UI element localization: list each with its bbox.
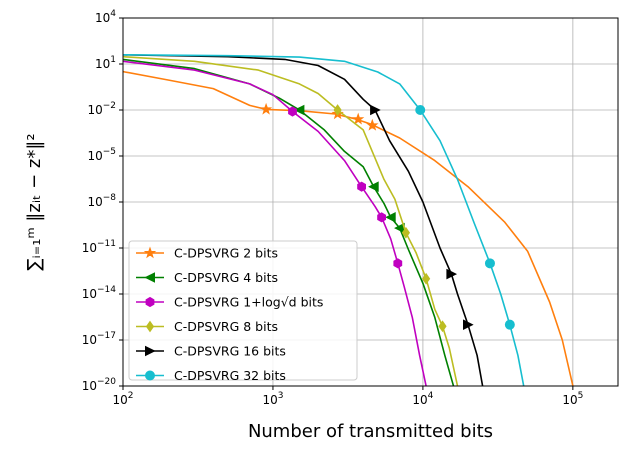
legend-marker <box>144 272 155 283</box>
series-marker <box>352 112 365 125</box>
series-marker <box>438 320 447 333</box>
series-5 <box>123 54 525 386</box>
series-3 <box>123 55 459 386</box>
series-marker <box>401 226 411 239</box>
y-tick-label: 10−17 <box>82 331 116 347</box>
legend-marker <box>145 320 155 333</box>
legend-label: C-DPSVRG 16 bits <box>174 344 286 359</box>
x-axis-title: Number of transmitted bits <box>248 421 493 442</box>
legend-item: C-DPSVRG 16 bits <box>136 344 286 359</box>
y-axis: 104 101 10−2 10−5 10−8 10−11 10−14 10−17 10−20 <box>82 9 123 393</box>
legend-marker <box>145 345 156 357</box>
series-marker <box>415 105 426 115</box>
legend-item: C-DPSVRG 2 bits <box>136 246 278 261</box>
x-axis: 102 103 104 105 <box>112 386 583 407</box>
series-marker <box>259 102 273 115</box>
series-marker <box>393 258 403 269</box>
y-tick-label: 101 <box>95 55 116 71</box>
legend-marker <box>143 246 157 259</box>
legend-item: C-DPSVRG 32 bits <box>136 368 286 383</box>
series-marker <box>377 212 386 223</box>
y-tick-label: 104 <box>95 9 116 25</box>
series-line <box>123 54 525 386</box>
series-line <box>123 60 427 386</box>
y-tick-label: 10−14 <box>82 285 117 301</box>
series-line <box>123 55 459 386</box>
legend: C-DPSVRG 2 bits C-DPSVRG 4 bits C-DPSVRG 1… <box>128 240 358 383</box>
series-4 <box>123 54 484 386</box>
y-tick-label: 10−8 <box>87 193 116 209</box>
series-marker <box>446 268 458 280</box>
series-line <box>123 54 484 386</box>
series-0 <box>123 70 574 386</box>
y-tick-label: 10−11 <box>82 239 116 255</box>
legend-item: C-DPSVRG 1+log√d bits <box>136 295 323 310</box>
legend-item: C-DPSVRG 8 bits <box>136 319 278 334</box>
x-tick-label: 105 <box>562 391 583 407</box>
series-marker <box>484 258 495 269</box>
series-marker <box>463 319 474 331</box>
legend-label: C-DPSVRG 4 bits <box>174 270 278 285</box>
y-tick-label: 10−20 <box>82 377 117 393</box>
series-marker <box>370 104 381 116</box>
series-marker <box>368 181 379 193</box>
legend-marker <box>145 296 155 308</box>
x-tick-label: 104 <box>412 391 433 407</box>
legend-label: C-DPSVRG 8 bits <box>174 319 278 334</box>
series-marker <box>293 104 305 116</box>
y-tick-label: 10−5 <box>87 147 116 163</box>
series-marker <box>288 106 297 117</box>
legend-marker <box>145 370 155 381</box>
series-marker <box>421 272 431 285</box>
series-marker <box>366 118 379 131</box>
legend-item: C-DPSVRG 4 bits <box>136 270 278 285</box>
series-2 <box>123 60 427 386</box>
legend-label: C-DPSVRG 1+log√d bits <box>174 295 323 310</box>
series-marker <box>385 211 396 223</box>
legend-label: C-DPSVRG 32 bits <box>174 368 286 383</box>
legend-box <box>128 240 358 381</box>
x-tick-label: 102 <box>112 391 133 407</box>
legend-label: C-DPSVRG 2 bits <box>174 246 278 261</box>
series-marker <box>504 319 515 330</box>
series-marker <box>333 104 342 116</box>
y-axis-title: ∑ᵢ₌₁ᵐ ‖zᵢₜ − z*‖² <box>24 133 45 270</box>
x-tick-label: 103 <box>262 391 283 407</box>
y-tick-label: 10−2 <box>87 101 116 117</box>
series-marker <box>357 181 366 192</box>
series-layer <box>123 54 574 386</box>
